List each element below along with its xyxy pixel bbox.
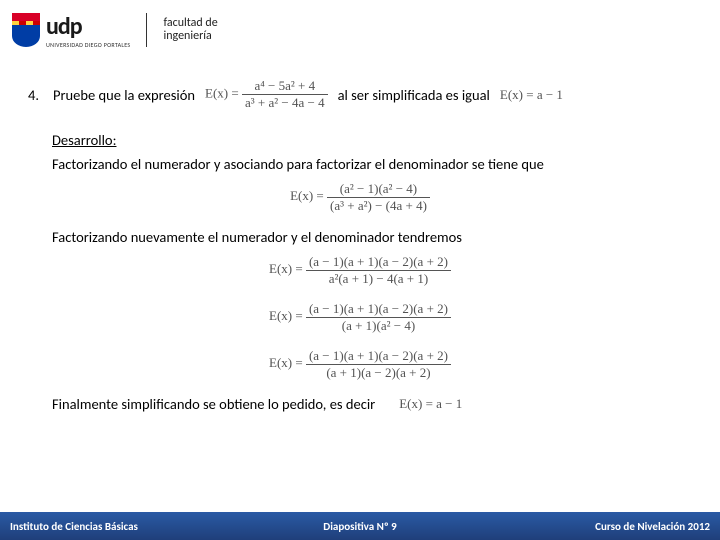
development-heading: Desarrollo:	[52, 131, 692, 149]
logo: udp UNIVERSIDAD DIEGO PORTALES facultad …	[12, 12, 218, 49]
footer-left: Instituto de Ciencias Básicas	[10, 520, 138, 533]
shield-icon	[12, 13, 40, 47]
final-text: Finalmente simplificando se obtiene lo p…	[52, 395, 375, 413]
equation-1: E(x) = (a² − 1)(a² − 4) (a³ + a²) − (4a …	[28, 181, 692, 214]
problem-statement: 4. Pruebe que la expresión E(x) = a⁴ − 5…	[28, 78, 692, 111]
step2-text: Factorizando nuevamente el numerador y e…	[52, 228, 692, 246]
footer-center: Diapositiva Nº 9	[323, 520, 396, 533]
logo-text: udp	[46, 12, 130, 41]
footer-right: Curso de Nivelación 2012	[595, 520, 710, 533]
equation-3: E(x) = (a − 1)(a + 1)(a − 2)(a + 2) (a +…	[28, 301, 692, 334]
final-expression: E(x) = a − 1	[399, 396, 462, 412]
result-expression: E(x) = a − 1	[500, 87, 563, 103]
equation-4: E(x) = (a − 1)(a + 1)(a − 2)(a + 2) (a +…	[28, 348, 692, 381]
equation-2: E(x) = (a − 1)(a + 1)(a − 2)(a + 2) a²(a…	[28, 254, 692, 287]
divider	[146, 13, 147, 47]
frac1-den: a³ + a² − 4a − 4	[242, 95, 328, 111]
question-number: 4.	[28, 86, 39, 104]
intro-text-b: al ser simplificada es igual	[338, 86, 490, 104]
faculty-line2: ingeniería	[163, 30, 217, 43]
expression-1: E(x) = a⁴ − 5a² + 4 a³ + a² − 4a − 4	[205, 78, 328, 111]
footer: Instituto de Ciencias Básicas Diapositiv…	[0, 512, 720, 540]
header: udp UNIVERSIDAD DIEGO PORTALES facultad …	[0, 0, 720, 60]
intro-text-a: Pruebe que la expresión	[53, 86, 195, 104]
step1-text: Factorizando el numerador y asociando pa…	[52, 155, 692, 173]
final-line: Finalmente simplificando se obtiene lo p…	[52, 395, 692, 413]
faculty-label: facultad de ingeniería	[163, 17, 217, 43]
logo-subtitle: UNIVERSIDAD DIEGO PORTALES	[46, 41, 130, 49]
frac1-num: a⁴ − 5a² + 4	[242, 78, 328, 95]
expr-label: E(x) =	[205, 85, 239, 100]
content: 4. Pruebe que la expresión E(x) = a⁴ − 5…	[0, 60, 720, 413]
